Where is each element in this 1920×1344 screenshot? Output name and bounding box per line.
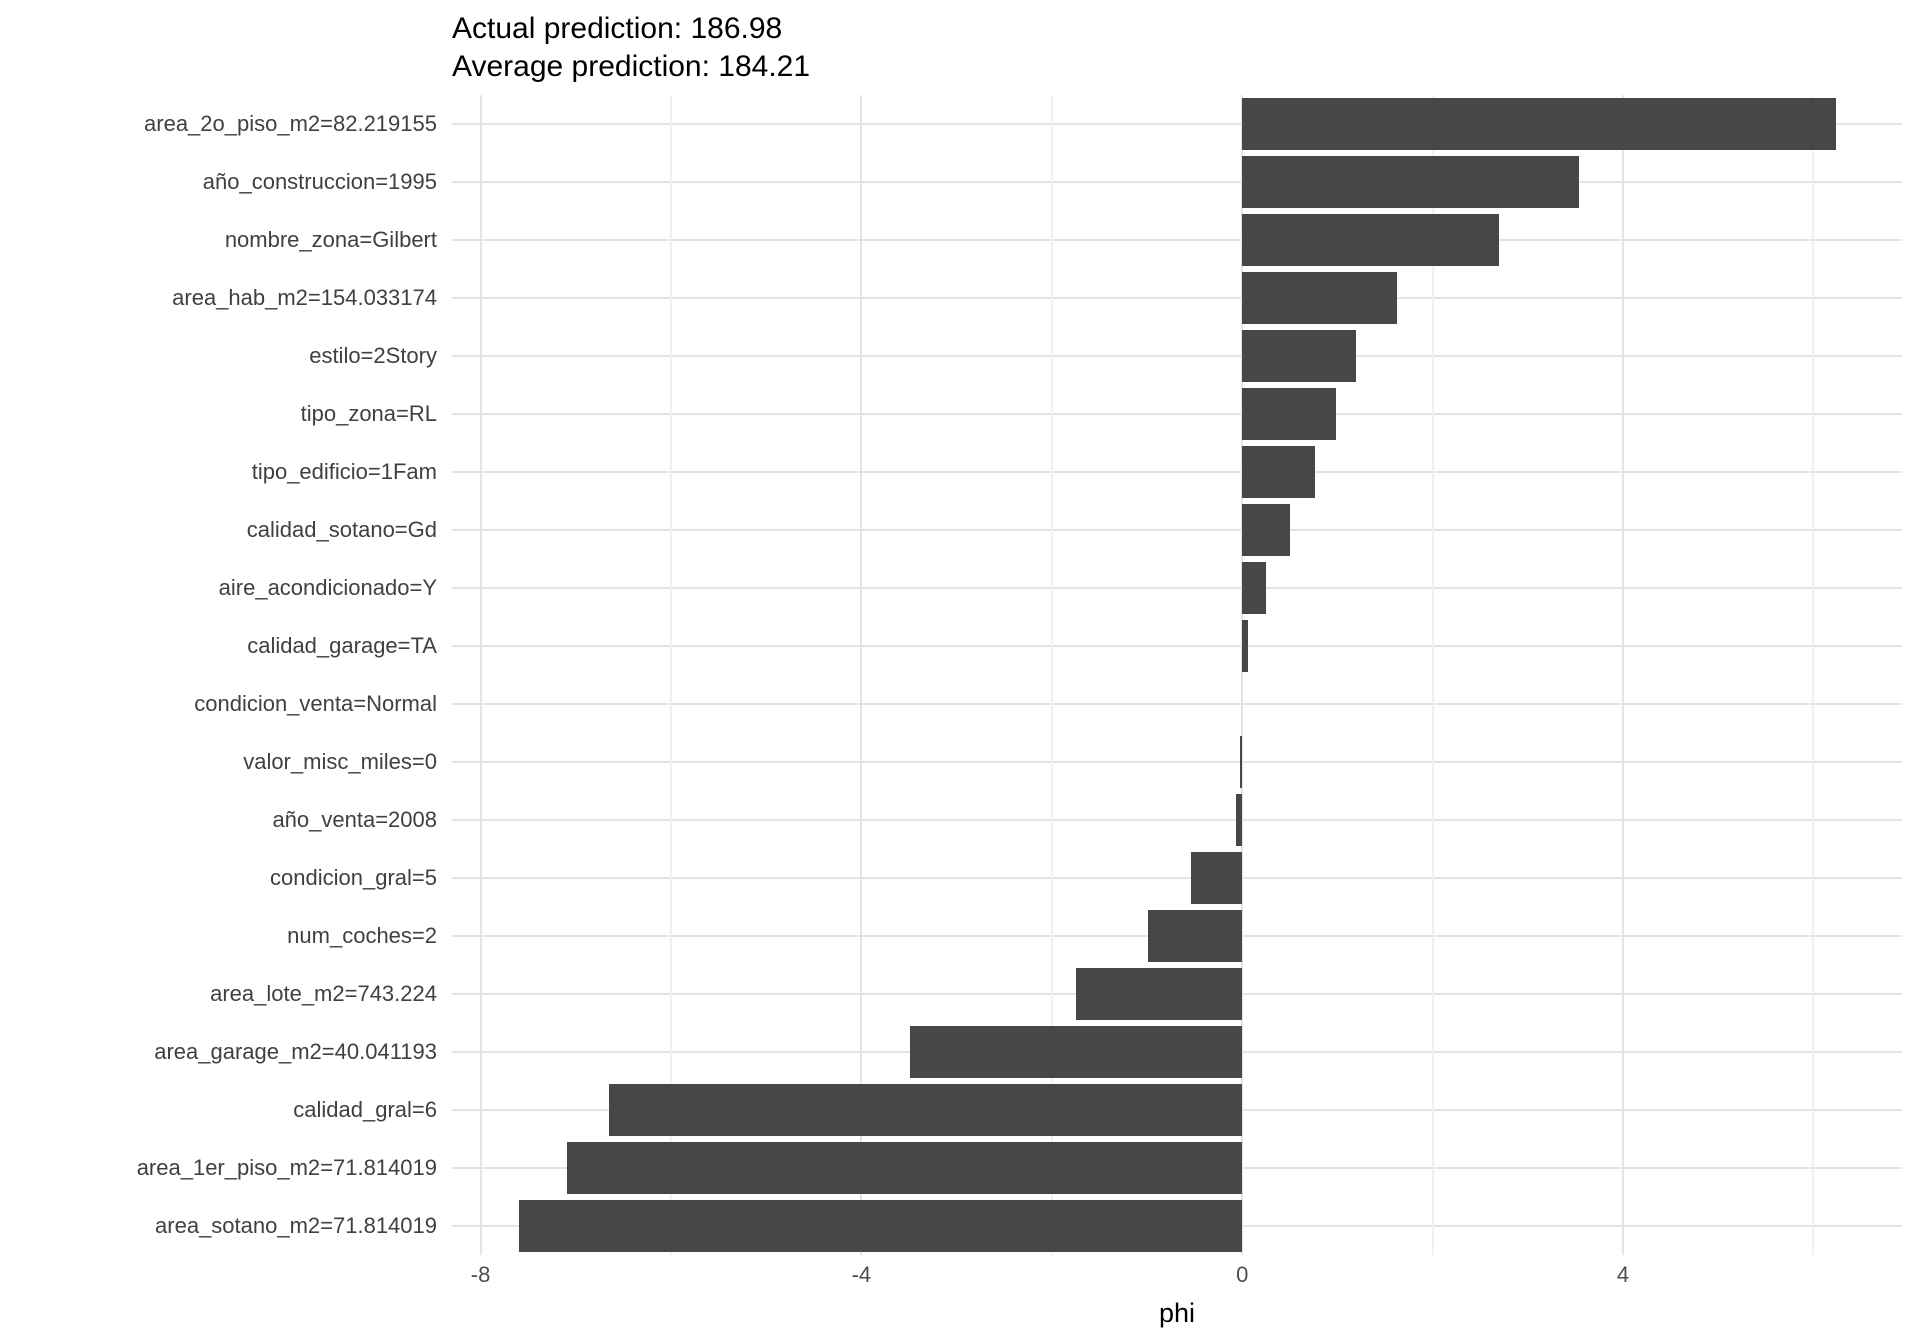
x-tick-label: -4 [851,1262,872,1287]
chart-title-line1: Actual prediction: 186.98 [452,12,783,45]
bar-area_hab_m2 [1242,272,1398,324]
grid-minor-line [669,95,672,1255]
y-axis-label: calidad_sotano=Gd [246,517,437,542]
x-axis-title: phi [1158,1298,1196,1328]
grid-major-line [1241,95,1244,1255]
bar-area_sotano_m2 [518,1200,1243,1252]
y-axis-label: area_1er_piso_m2=71.814019 [136,1155,437,1180]
y-axis-label: area_hab_m2=154.033174 [172,285,437,310]
bar-condicion_gral [1190,852,1243,904]
x-tick-label: 0 [1236,1262,1249,1287]
grid-minor-line [1050,95,1053,1255]
row-gridline [452,761,1902,763]
chart-title: Actual prediction: 186.98 Average predict… [452,10,810,86]
bar-año_venta [1235,794,1243,846]
row-gridline [452,181,1902,183]
row-gridline [452,877,1902,879]
y-axis-label: estilo=2Story [309,343,437,368]
grid-major-line [1622,95,1625,1255]
chart-panel [452,95,1902,1255]
y-axis-label: area_lote_m2=743.224 [210,981,437,1006]
y-axis-label: area_2o_piso_m2=82.219155 [144,111,437,136]
row-gridline [452,123,1902,125]
y-axis-label: condicion_gral=5 [270,865,437,890]
bar-nombre_zona [1242,214,1500,266]
bar-area_2o_piso_m2 [1242,98,1837,150]
row-gridline [452,587,1902,589]
row-gridline [452,819,1902,821]
y-axis-label: condicion_venta=Normal [194,691,437,716]
y-axis-label: area_garage_m2=40.041193 [154,1039,437,1064]
bar-calidad_sotano [1242,504,1290,556]
y-axis-labels: area_2o_piso_m2=82.219155 año_construccio… [0,95,437,1255]
row-gridline [452,355,1902,357]
y-axis-label: nombre_zona=Gilbert [224,227,437,252]
row-gridline [452,413,1902,415]
bar-area_lote_m2 [1075,968,1243,1020]
grid-major-line [479,95,482,1255]
bar-area_garage_m2 [909,1026,1243,1078]
x-tick-label: -8 [470,1262,491,1287]
y-axis-label: año_construccion=1995 [202,169,437,194]
bar-estilo [1242,330,1357,382]
bar-valor_misc_miles [1240,736,1243,788]
y-axis-label: tipo_zona=RL [300,401,437,426]
bar-tipo_edificio [1242,446,1315,498]
row-gridline [452,529,1902,531]
grid-minor-line [1812,95,1815,1255]
bar-año_construccion [1242,156,1580,208]
bar-aire_acondicionado [1242,562,1266,614]
row-gridline [452,297,1902,299]
y-axis-label: año_venta=2008 [272,807,437,832]
y-axis-label: num_coches=2 [287,923,437,948]
grid-minor-line [1431,95,1434,1255]
bar-calidad_gral [609,1084,1243,1136]
x-tick-label: 4 [1616,1262,1630,1287]
row-gridline [452,471,1902,473]
y-axis-label: aire_acondicionado=Y [218,575,437,600]
y-axis-label: tipo_edificio=1Fam [251,459,437,484]
grid-major-line [860,95,863,1255]
row-gridline [452,239,1902,241]
bar-num_coches [1147,910,1243,962]
y-axis-label: area_sotano_m2=71.814019 [155,1213,437,1238]
bar-calidad_garage [1242,620,1248,672]
bar-area_1er_piso_m2 [567,1142,1243,1194]
bar-tipo_zona [1242,388,1337,440]
y-axis-label: calidad_gral=6 [293,1097,437,1122]
row-gridline [452,645,1902,647]
y-axis-label: valor_misc_miles=0 [243,749,437,774]
row-gridline [452,703,1902,705]
y-axis-label: calidad_garage=TA [247,633,437,658]
chart-title-line2: Average prediction: 184.21 [452,50,811,83]
